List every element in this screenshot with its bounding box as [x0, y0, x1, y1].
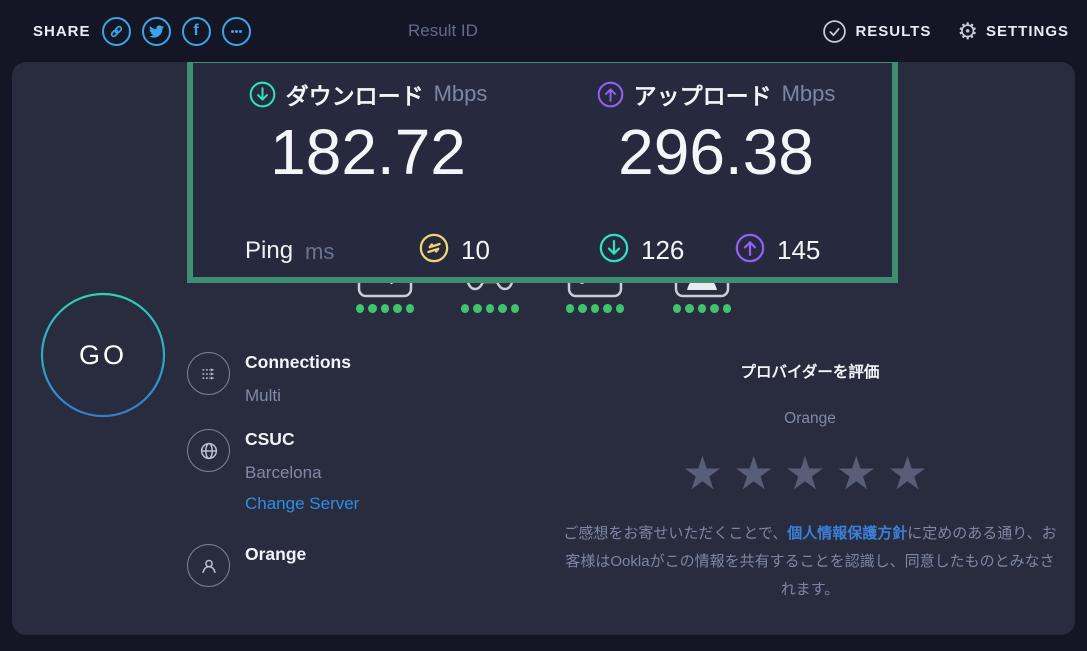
globe-icon: [187, 429, 230, 472]
rating-dots: [355, 304, 415, 313]
ping-row: Ping ms 10 126: [193, 231, 892, 271]
rating-dots: [565, 304, 625, 313]
privacy-disclaimer: ご感想をお寄せいただくことで、個人情報保護方針に定めのある通り、お客様はOokl…: [563, 520, 1057, 603]
provider-name: Orange: [245, 544, 307, 564]
ping-download: 126: [599, 233, 684, 268]
disclaimer-text-post: に定めのある通り、お客様はOoklaがこの情報を共有することを認識し、同意したも…: [565, 525, 1057, 598]
ping-label: Ping: [245, 237, 294, 264]
settings-nav-button[interactable]: ⚙ SETTINGS: [957, 17, 1069, 44]
share-facebook-button[interactable]: f: [181, 16, 211, 46]
check-circle-icon: [822, 19, 847, 44]
settings-nav-label: SETTINGS: [985, 22, 1069, 40]
provider-info: Orange: [187, 544, 306, 587]
share-link-button[interactable]: [101, 16, 131, 46]
rating-dots: [460, 304, 520, 313]
share-label: SHARE: [33, 22, 91, 40]
twitter-icon: [148, 24, 164, 39]
go-button[interactable]: GO: [40, 292, 166, 418]
ping-upload: 145: [735, 233, 820, 268]
server-location: Barcelona: [245, 463, 322, 482]
ping-idle: 10: [419, 233, 490, 268]
download-unit: Mbps: [433, 81, 488, 106]
rating-title: プロバイダーを評価: [740, 364, 880, 381]
change-server-link[interactable]: Change Server: [245, 494, 360, 513]
download-label: ダウンロード: [285, 83, 424, 109]
star-icon[interactable]: ★: [886, 447, 939, 499]
upload-result: アップロード Mbps 296.38: [541, 77, 891, 186]
upload-unit: Mbps: [781, 81, 836, 106]
ping-upload-icon: [735, 233, 765, 268]
star-rating[interactable]: ★★★★★: [563, 450, 1057, 496]
gear-icon: ⚙: [957, 17, 978, 44]
share-group: SHARE f: [33, 0, 251, 62]
results-nav-button[interactable]: RESULTS: [822, 19, 931, 44]
ping-download-icon: [599, 233, 629, 268]
result-id-label: Result ID: [408, 21, 478, 40]
star-icon[interactable]: ★: [733, 447, 785, 499]
person-icon: [187, 544, 230, 587]
go-button-label: GO: [78, 339, 127, 370]
link-icon: [108, 23, 125, 40]
more-options-icon: [228, 23, 245, 40]
upload-label: アップロード: [633, 83, 772, 109]
ping-idle-value: 10: [461, 235, 490, 265]
connections-title: Connections: [245, 352, 351, 372]
rating-dots: [672, 304, 732, 313]
connections-value[interactable]: Multi: [245, 386, 281, 405]
connections-info: Connections Multi: [187, 352, 351, 405]
download-result: ダウンロード Mbps 182.72: [193, 77, 543, 186]
download-arrow-icon: [249, 81, 276, 108]
star-icon[interactable]: ★: [835, 447, 887, 499]
disclaimer-text-pre: ご感想をお寄せいただくことで、: [563, 525, 788, 542]
server-name: CSUC: [245, 429, 295, 449]
share-more-button[interactable]: [221, 16, 251, 46]
ping-unit: ms: [305, 239, 335, 264]
rating-section: プロバイダーを評価 Orange ★★★★★ ご感想をお寄せいただくことで、個人…: [563, 360, 1057, 603]
privacy-policy-link[interactable]: 個人情報保護方針: [787, 525, 908, 542]
server-info: CSUC Barcelona Change Server: [187, 429, 359, 513]
results-nav-label: RESULTS: [855, 22, 932, 40]
share-twitter-button[interactable]: [141, 16, 171, 46]
connections-icon: [187, 352, 230, 395]
top-bar: SHARE f: [0, 0, 1087, 62]
rating-provider-name: Orange: [784, 410, 836, 427]
ping-idle-icon: [419, 233, 449, 268]
download-value: 182.72: [270, 116, 466, 188]
star-icon[interactable]: ★: [784, 447, 836, 499]
upload-arrow-icon: [597, 81, 624, 108]
ping-upload-value: 145: [777, 235, 821, 265]
top-nav: RESULTS ⚙ SETTINGS: [822, 0, 1069, 62]
star-icon[interactable]: ★: [681, 447, 734, 499]
speed-results-panel: ダウンロード Mbps 182.72 アップロード Mbps 296.38 Pi…: [187, 57, 898, 283]
upload-value: 296.38: [618, 116, 814, 188]
facebook-icon: f: [193, 21, 199, 39]
ping-download-value: 126: [641, 235, 685, 265]
